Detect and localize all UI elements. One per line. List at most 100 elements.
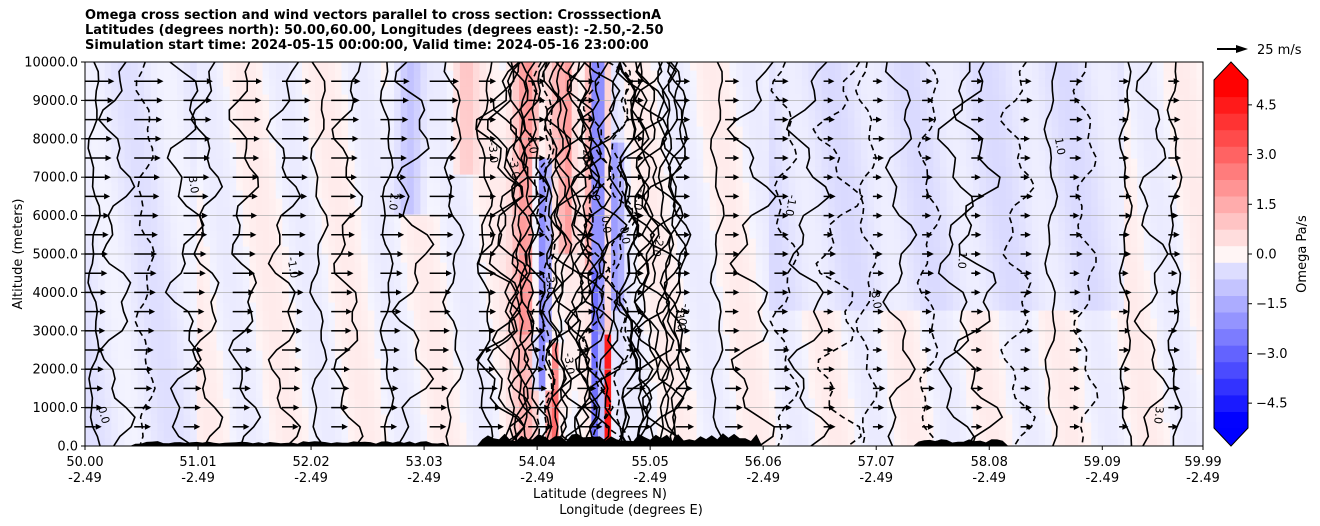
omega-cell — [282, 358, 290, 367]
omega-cell — [387, 310, 395, 319]
omega-cell — [91, 246, 99, 255]
omega-cell — [354, 382, 362, 391]
omega-cell — [328, 438, 336, 446]
omega-cell — [288, 270, 297, 279]
omega-cell — [637, 366, 645, 375]
omega-cell — [354, 198, 362, 207]
omega-cell — [565, 166, 573, 175]
omega-cell — [315, 326, 323, 335]
omega-cell — [400, 422, 408, 431]
omega-cell — [288, 118, 297, 127]
omega-cell — [459, 182, 468, 191]
omega-cell — [144, 310, 152, 319]
omega-cell — [433, 150, 441, 159]
omega-cell — [348, 406, 356, 415]
omega-cell — [459, 190, 468, 199]
omega-cell — [295, 262, 303, 271]
omega-cell — [545, 62, 553, 71]
omega-cell — [466, 326, 474, 335]
omega-cell — [413, 118, 421, 127]
omega-cell — [196, 430, 204, 439]
omega-cell — [505, 150, 514, 159]
omega-cell — [551, 230, 560, 239]
omega-cell — [361, 94, 369, 103]
omega-cell — [348, 350, 356, 359]
omega-cell — [433, 126, 441, 135]
omega-cell — [479, 430, 487, 439]
omega-cell — [505, 94, 514, 103]
omega-cell — [440, 62, 448, 71]
omega-cell — [229, 430, 237, 439]
omega-cell — [630, 382, 639, 391]
omega-cell — [624, 174, 632, 183]
omega-cell — [334, 246, 343, 255]
omega-cell — [282, 382, 290, 391]
omega-cell — [538, 222, 546, 231]
omega-cell — [157, 238, 165, 247]
omega-cell — [262, 310, 270, 319]
omega-cell — [203, 118, 211, 127]
omega-cell — [216, 158, 224, 167]
omega-cell — [354, 342, 362, 351]
omega-cell — [532, 198, 540, 207]
omega-cell — [630, 374, 639, 383]
omega-cell — [742, 206, 750, 215]
omega-cell — [519, 238, 527, 247]
omega-cell — [150, 102, 158, 111]
omega-cell — [650, 142, 658, 151]
omega-cell — [446, 70, 454, 79]
omega-cell — [440, 350, 448, 359]
omega-cell — [348, 270, 356, 279]
omega-cell — [565, 246, 573, 255]
omega-cell — [328, 430, 336, 439]
omega-cell — [722, 286, 731, 295]
omega-cell — [131, 78, 139, 87]
omega-cell — [269, 174, 277, 183]
omega-cell — [282, 430, 290, 439]
omega-cell — [670, 278, 678, 287]
omega-cell — [611, 222, 619, 231]
omega-cell — [288, 110, 297, 119]
omega-cell — [203, 358, 211, 367]
omega-cell — [348, 182, 356, 191]
omega-cell — [269, 294, 277, 303]
omega-cell — [624, 278, 632, 287]
omega-cell — [131, 278, 139, 287]
omega-cell — [196, 78, 204, 87]
omega-cell — [703, 214, 711, 223]
omega-cell — [203, 214, 211, 223]
omega-cell — [302, 278, 310, 287]
omega-cell — [157, 430, 165, 439]
omega-cell — [466, 286, 474, 295]
omega-cell — [690, 70, 698, 79]
omega-cell — [236, 70, 244, 79]
omega-cell — [374, 150, 382, 159]
omega-cell — [703, 230, 711, 239]
omega-cell — [466, 174, 474, 183]
omega-cell — [525, 110, 533, 119]
omega-cell — [426, 118, 435, 127]
omega-cell — [722, 214, 731, 223]
omega-cell — [565, 206, 573, 215]
omega-cell — [295, 126, 303, 135]
omega-cell — [440, 358, 448, 367]
omega-cell — [749, 62, 757, 71]
omega-cell — [374, 78, 382, 87]
omega-cell — [742, 78, 750, 87]
omega-cell — [690, 190, 698, 199]
omega-cell — [611, 302, 619, 311]
omega-cell — [551, 118, 560, 127]
omega-cell — [288, 334, 297, 343]
omega-cell — [124, 214, 132, 223]
omega-cell — [499, 118, 507, 127]
omega-cell — [321, 158, 329, 167]
omega-cell — [584, 166, 592, 175]
omega-cell — [630, 398, 639, 407]
omega-cell — [644, 166, 652, 175]
omega-cell — [387, 262, 395, 271]
omega-cell — [551, 238, 560, 247]
omega-cell — [111, 94, 119, 103]
omega-cell — [413, 86, 421, 95]
omega-cell — [282, 374, 290, 383]
omega-cell — [407, 94, 415, 103]
